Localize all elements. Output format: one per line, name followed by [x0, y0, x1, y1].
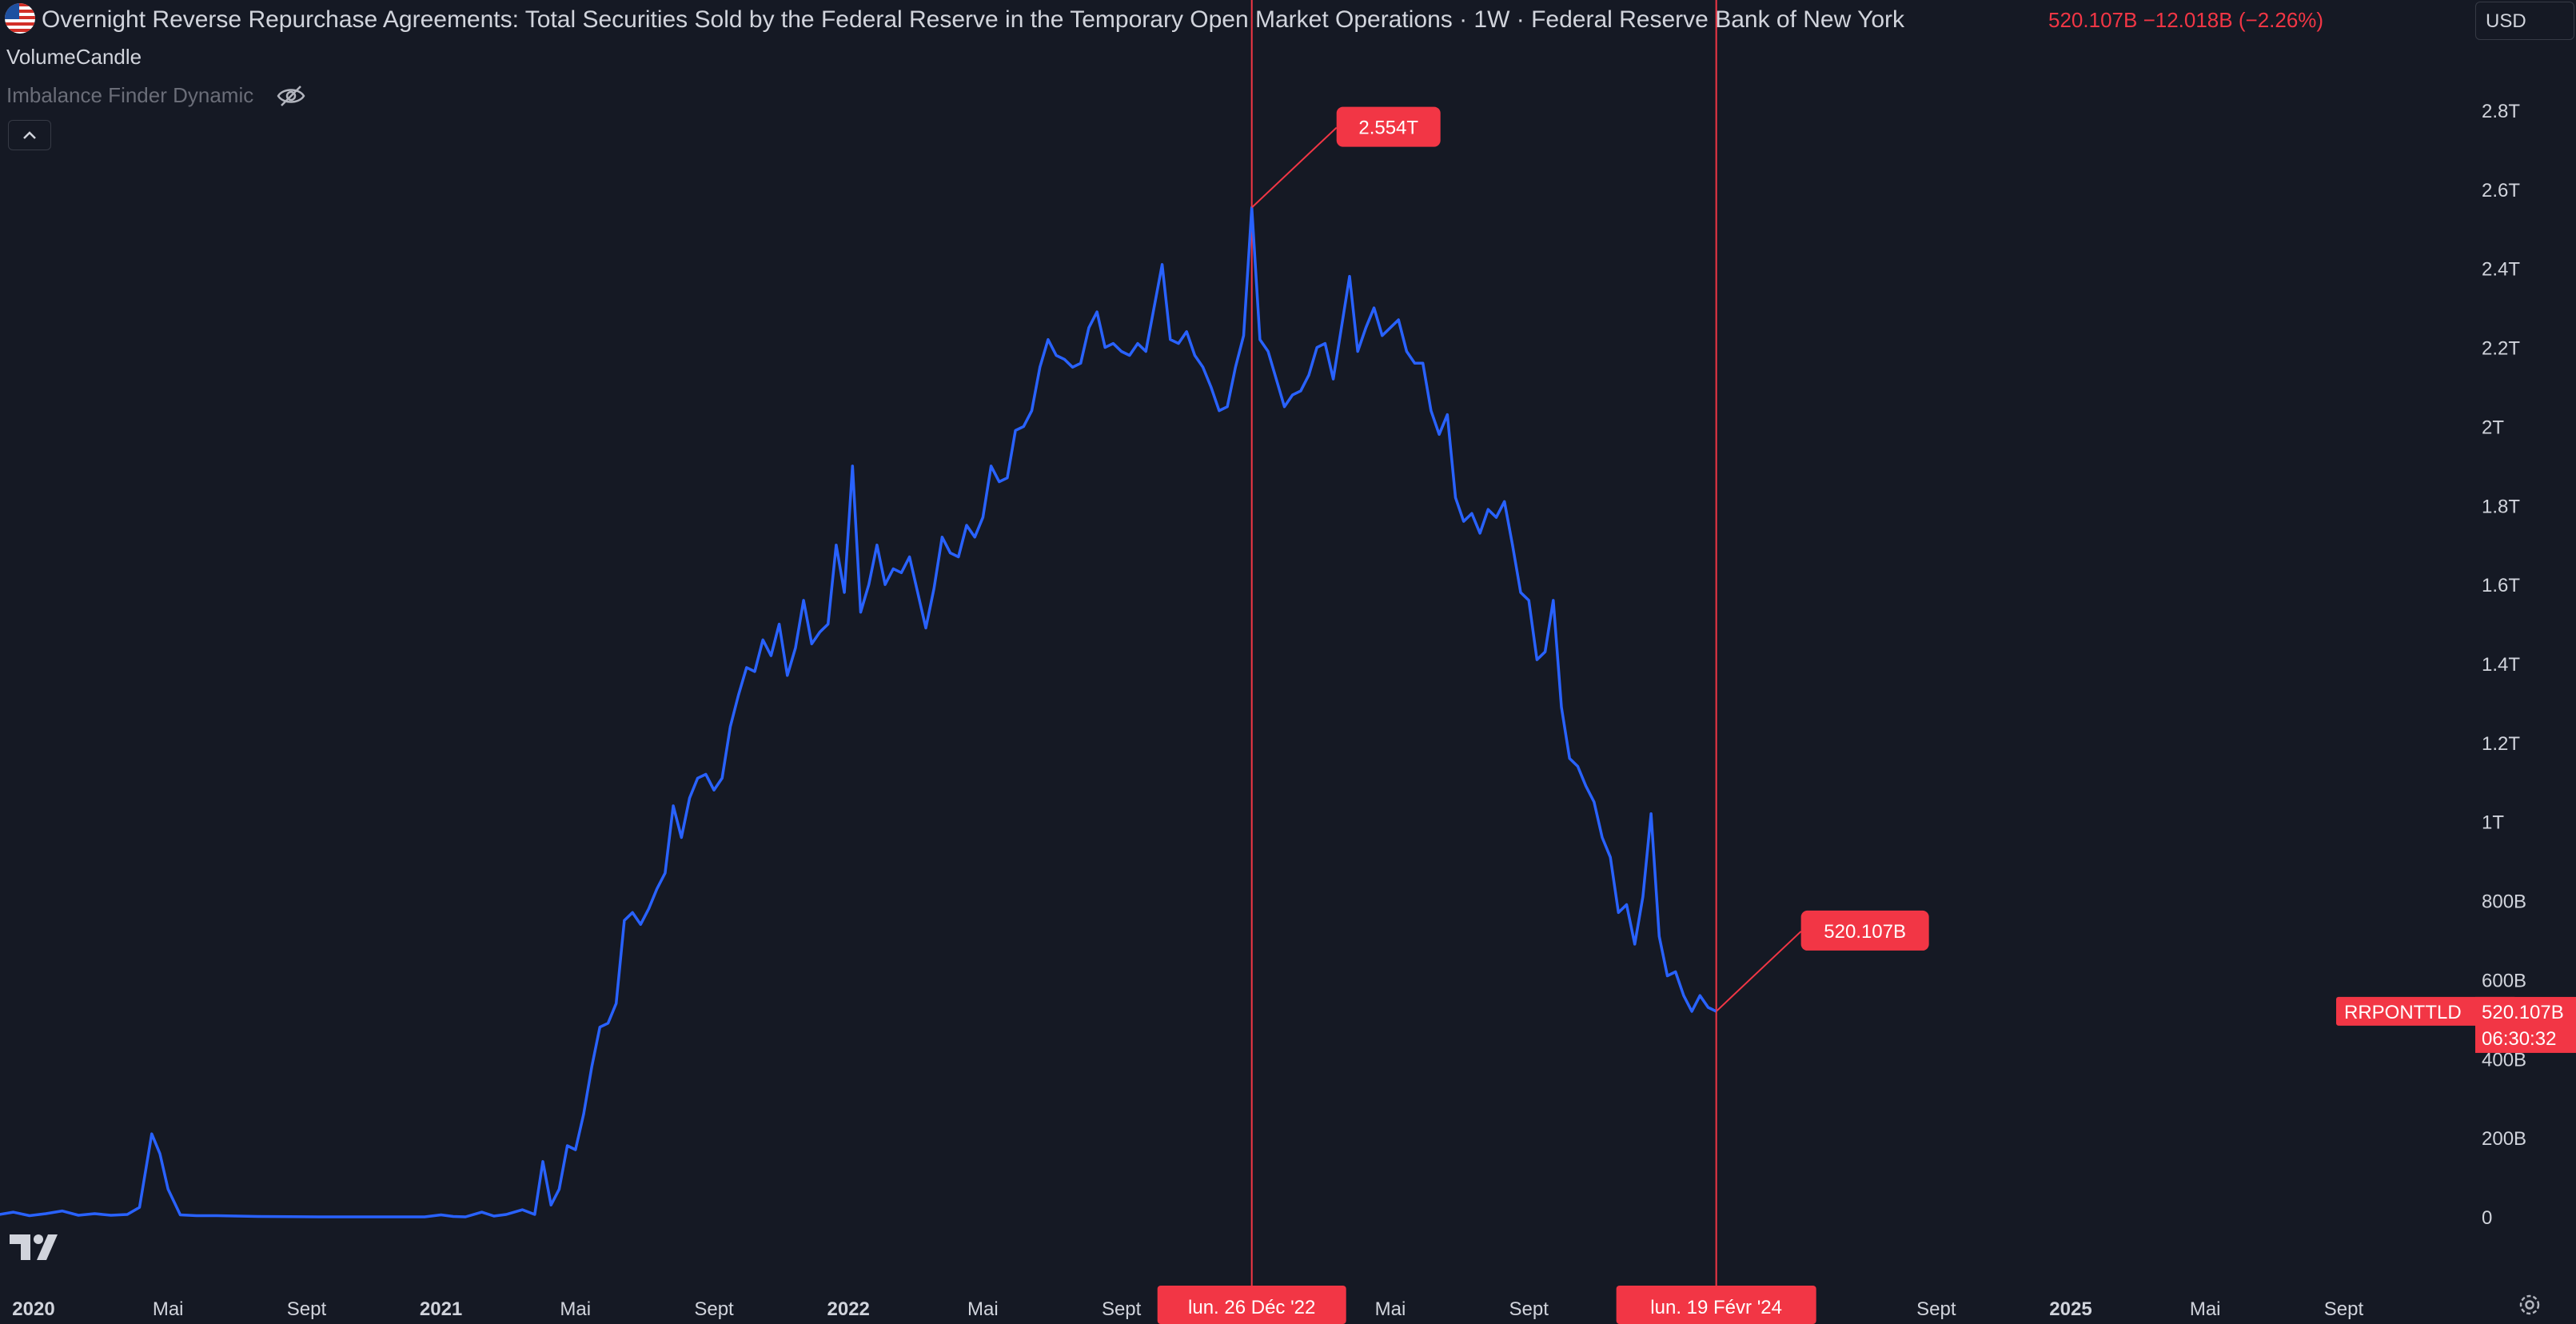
callout-box: [1800, 910, 1929, 951]
y-tick-label: 0: [2482, 1207, 2492, 1229]
x-tick-label: 2020: [12, 1298, 54, 1320]
callout-leader: [1251, 126, 1338, 209]
indicator-volumecandle[interactable]: VolumeCandle: [6, 45, 142, 69]
date-label: lun. 26 Déc '22: [1188, 1297, 1315, 1318]
chart-title: Overnight Reverse Repurchase Agreements:…: [42, 6, 1904, 33]
annotation-layer: 2.554T lun. 26 Déc '22 520.107B lun. 19 Fév…: [1157, 106, 1929, 1324]
chevron-up-icon: [23, 131, 36, 139]
date-label: lun. 19 Févr '24: [1650, 1297, 1782, 1318]
x-tick-label: Mai: [2190, 1298, 2221, 1320]
x-tick-label: 2021: [420, 1298, 462, 1320]
callout-label: 2.554T: [1358, 118, 1418, 139]
currency-select[interactable]: USD: [2475, 2, 2574, 40]
last-price-label: 520.107B: [2482, 1002, 2564, 1023]
x-tick-label: Sept: [1916, 1298, 1956, 1320]
date-label-box: [1616, 1286, 1816, 1324]
x-tick-label: Mai: [967, 1298, 999, 1320]
us-flag-icon: [5, 3, 35, 34]
series-layer: [0, 205, 1717, 1218]
eye-off-icon[interactable]: [275, 83, 307, 113]
header-quote: 520.107B −12.018B (−2.26%): [2048, 8, 2323, 33]
y-tick-label: 1.4T: [2482, 654, 2520, 676]
x-tick-label: Sept: [1102, 1298, 1142, 1320]
callout-box: [1336, 106, 1441, 147]
y-tick-label: 800B: [2482, 891, 2526, 913]
x-tick-label: Mai: [153, 1298, 184, 1320]
x-tick-label: 2022: [827, 1298, 870, 1320]
x-tick-label: Sept: [287, 1298, 327, 1320]
y-tick-label: 2.6T: [2482, 180, 2520, 201]
ticker-label: RRPONTTLD: [2344, 1002, 2462, 1023]
last-price-box: [2475, 996, 2576, 1053]
x-tick-label: Sept: [2324, 1298, 2364, 1320]
y-tick-label: 1.8T: [2482, 496, 2520, 517]
y-tick-label: 1T: [2482, 812, 2504, 834]
y-tick-label: 600B: [2482, 970, 2526, 991]
y-tick-label: 1.6T: [2482, 575, 2520, 596]
indicator-imbalance-finder[interactable]: Imbalance Finder Dynamic: [6, 83, 254, 107]
y-tick-label: 200B: [2482, 1128, 2526, 1150]
x-tick-label: Mai: [560, 1298, 591, 1320]
callout-label: 520.107B: [1824, 921, 1906, 943]
change-percent: (−2.26%): [2238, 8, 2324, 32]
collapse-indicators-button[interactable]: [8, 120, 51, 150]
ticker-badge: [2336, 996, 2517, 1026]
callout-leader: [1715, 931, 1802, 1012]
x-tick-label: Sept: [1509, 1298, 1549, 1320]
x-tick-label: Sept: [694, 1298, 734, 1320]
y-tick-label: 2.4T: [2482, 259, 2520, 281]
y-axis: 0200B400B600B800B1T1.2T1.4T1.6T1.8T2T2.2…: [2482, 101, 2526, 1229]
last-price-layer: RRPONTTLD 520.107B 06:30:32: [2336, 996, 2576, 1053]
crosshair-lines: [1250, 0, 1717, 1324]
countdown-label: 06:30:32: [2482, 1028, 2556, 1050]
date-label-box: [1157, 1286, 1346, 1324]
last-value: 520.107B: [2048, 8, 2138, 32]
x-tick-label: 2025: [2049, 1298, 2092, 1320]
y-tick-label: 2T: [2482, 417, 2504, 438]
tradingview-logo-icon[interactable]: [8, 1231, 59, 1267]
gear-icon[interactable]: [2517, 1292, 2542, 1322]
change-value: −12.018B: [2143, 8, 2233, 32]
y-tick-label: 2.2T: [2482, 338, 2520, 360]
y-tick-label: 2.8T: [2482, 101, 2520, 122]
x-tick-label: Mai: [1375, 1298, 1406, 1320]
series-line: [0, 205, 1717, 1218]
y-tick-label: 1.2T: [2482, 733, 2520, 755]
